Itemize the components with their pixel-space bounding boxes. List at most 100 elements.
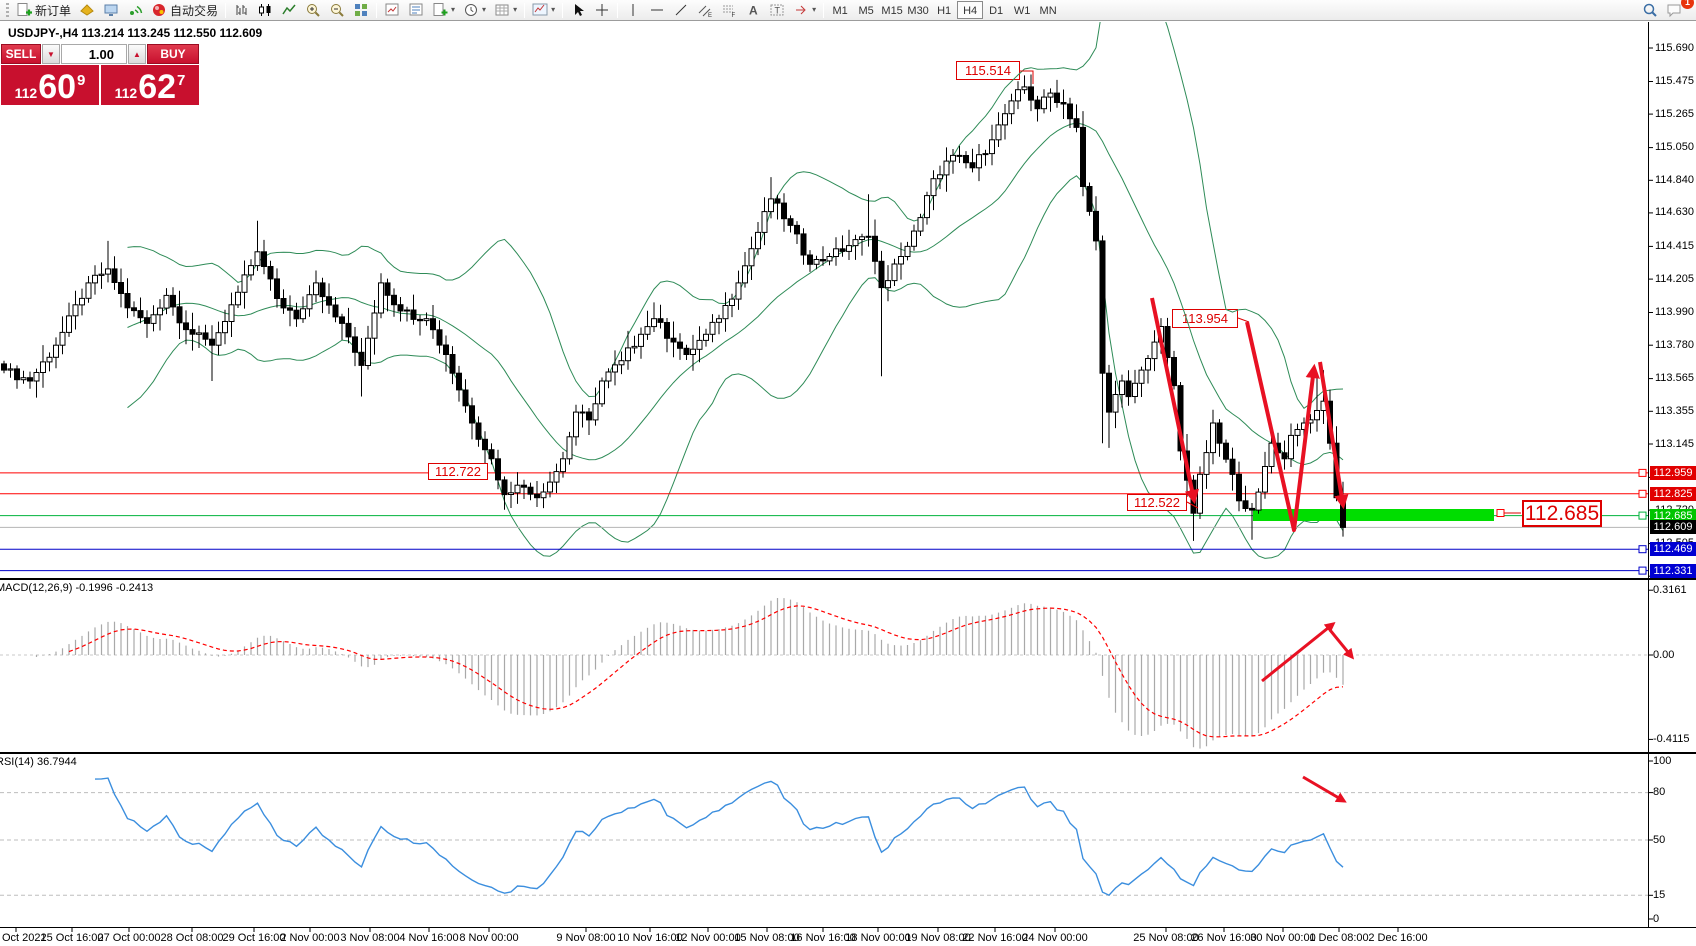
chat-icon <box>1666 2 1683 18</box>
horizontal-line-icon <box>649 2 665 18</box>
svg-text:T: T <box>775 6 781 16</box>
auto-trading-button[interactable]: 自动交易 <box>147 1 222 20</box>
sell-button[interactable]: SELL <box>1 44 41 64</box>
tile-windows-icon <box>353 2 369 18</box>
buy-button[interactable]: BUY <box>147 44 199 64</box>
toolbar-separator <box>823 2 825 18</box>
text-tool-button[interactable]: A <box>741 1 765 20</box>
chevron-down-icon: ▾ <box>551 5 556 14</box>
zoom-in-button[interactable] <box>301 1 325 20</box>
sell-price-sup: 9 <box>77 72 86 89</box>
chevron-down-icon: ▾ <box>812 5 817 14</box>
toolbar-separator <box>562 2 564 18</box>
signals-button[interactable] <box>123 1 147 20</box>
new-chart-button[interactable]: ▾ <box>428 1 459 20</box>
fibonacci-tool-button[interactable]: F <box>717 1 741 20</box>
clock-icon <box>463 2 479 18</box>
volume-decrease-button[interactable]: ▼ <box>42 44 60 64</box>
timeframe-button-M1[interactable]: M1 <box>832 5 848 17</box>
terminal-button[interactable] <box>99 1 123 20</box>
terminal-icon <box>103 2 119 18</box>
chevron-down-icon: ▾ <box>451 5 456 14</box>
chart-style-icon <box>532 2 548 18</box>
sell-price-button[interactable]: 112 60 9 <box>1 65 99 105</box>
volume-increase-button[interactable]: ▲ <box>128 44 146 64</box>
zoom-out-button[interactable] <box>325 1 349 20</box>
notification-badge[interactable]: 1 <box>1681 0 1694 9</box>
sell-price-prefix: 112 <box>14 85 38 101</box>
chevron-down-icon: ▾ <box>513 5 518 14</box>
timeframe-button-M30[interactable]: M30 <box>907 5 929 17</box>
text-label-icon: T <box>769 2 785 18</box>
fibonacci-icon: F <box>721 2 737 18</box>
data-window-icon <box>408 2 424 18</box>
cursor-button[interactable] <box>566 1 590 20</box>
toolbar-grip[interactable] <box>6 3 9 17</box>
auto-trading-label: 自动交易 <box>170 3 219 18</box>
line-chart-icon <box>281 2 297 18</box>
candlestick-chart-icon <box>257 2 273 18</box>
zoom-out-icon <box>329 2 345 18</box>
navigator-button[interactable] <box>380 1 404 20</box>
crosshair-icon <box>594 2 610 18</box>
bar-chart-button[interactable] <box>229 1 253 20</box>
trendline-icon <box>673 2 689 18</box>
vertical-line-icon <box>625 2 641 18</box>
new-chart-icon <box>432 2 448 18</box>
deposit-button[interactable] <box>75 1 99 20</box>
new-order-button[interactable]: 新订单 <box>12 1 75 20</box>
search-button[interactable] <box>1638 1 1662 20</box>
channel-icon: E <box>697 2 713 18</box>
arrows-tool-button[interactable]: ▾ <box>789 1 820 20</box>
channel-tool-button[interactable]: E <box>693 1 717 20</box>
timeframe-button-W1[interactable]: W1 <box>1013 5 1031 17</box>
price-annotation-113.954[interactable]: 113.954 <box>1172 309 1238 328</box>
timeframe-button-MN[interactable]: MN <box>1039 5 1057 17</box>
main-toolbar: 新订单 自动交易 ▾ ▾ ▾ ▾ <box>0 0 1696 21</box>
svg-text:A: A <box>749 4 758 18</box>
chart-style-button[interactable]: ▾ <box>528 1 559 20</box>
toolbar-separator <box>225 2 227 18</box>
sell-price-big: 60 <box>38 68 77 107</box>
toolbar-separator <box>524 2 526 18</box>
deposit-icon <box>79 2 95 18</box>
line-chart-button[interactable] <box>277 1 301 20</box>
text-tool-icon: A <box>745 2 761 18</box>
horizontal-line-tool-button[interactable] <box>645 1 669 20</box>
navigator-icon <box>384 2 400 18</box>
svg-text:F: F <box>732 13 736 18</box>
new-order-label: 新订单 <box>35 3 72 18</box>
timeframe-button-H4[interactable]: H4 <box>957 1 984 19</box>
cursor-icon <box>570 2 586 18</box>
vertical-line-tool-button[interactable] <box>621 1 645 20</box>
candlestick-chart-button[interactable] <box>253 1 277 20</box>
buy-price-sup: 7 <box>177 72 186 89</box>
timeframe-button-D1[interactable]: D1 <box>989 5 1004 17</box>
volume-input[interactable]: 1.00 <box>61 44 127 64</box>
search-icon <box>1642 2 1658 18</box>
chat-button[interactable] <box>1662 1 1687 20</box>
template-grid-icon <box>494 2 510 18</box>
chevron-down-icon: ▾ <box>482 5 487 14</box>
signals-icon <box>127 2 143 18</box>
bar-chart-icon <box>233 2 249 18</box>
timeframe-button-M15[interactable]: M15 <box>881 5 903 17</box>
one-click-trading-panel: SELL ▼ 1.00 ▲ BUY 112 60 9 112 62 7 <box>1 44 199 105</box>
timeframe-button-H1[interactable]: H1 <box>937 5 952 17</box>
data-window-button[interactable] <box>404 1 428 20</box>
text-label-tool-button[interactable]: T <box>765 1 789 20</box>
svg-text:E: E <box>708 13 712 18</box>
period-button[interactable]: ▾ <box>459 1 490 20</box>
template-button[interactable]: ▾ <box>490 1 521 20</box>
timeframe-button-M5[interactable]: M5 <box>858 5 874 17</box>
trendline-tool-button[interactable] <box>669 1 693 20</box>
tile-windows-button[interactable] <box>349 1 373 20</box>
auto-trading-icon <box>151 2 167 18</box>
crosshair-button[interactable] <box>590 1 614 20</box>
price-annotation-115.514[interactable]: 115.514 <box>956 61 1020 80</box>
buy-price-prefix: 112 <box>114 85 138 101</box>
toolbar-separator <box>617 2 619 18</box>
buy-price-button[interactable]: 112 62 7 <box>101 65 199 105</box>
